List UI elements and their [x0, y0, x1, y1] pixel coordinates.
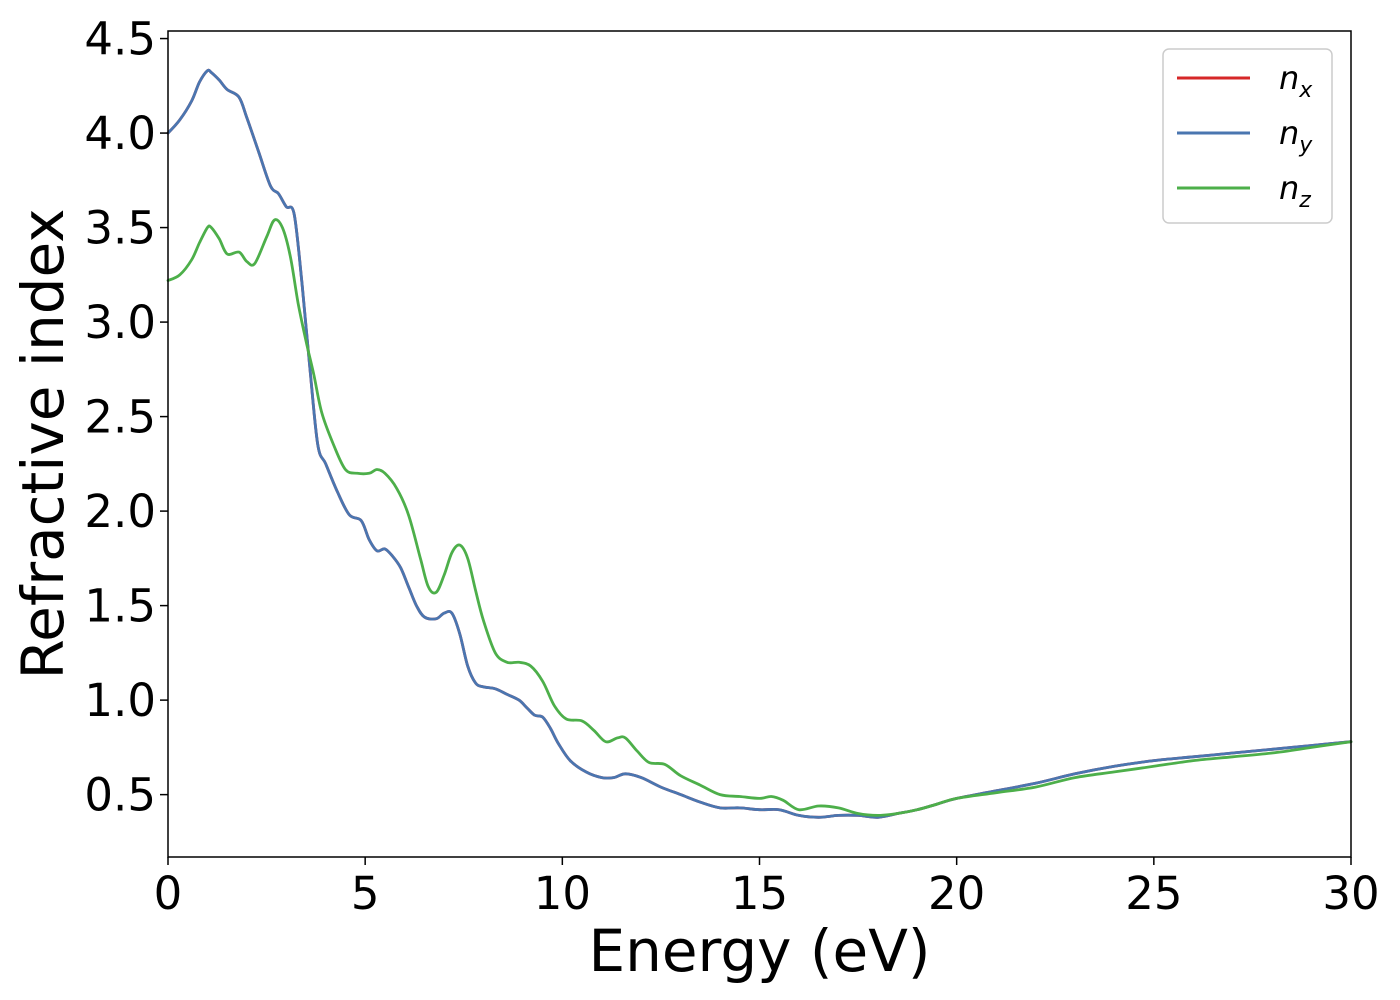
y-tick-label: 3.0	[84, 296, 156, 349]
x-tick-label: 25	[1125, 867, 1182, 920]
legend: nx ny nz	[1162, 48, 1333, 224]
y-tick-label: 4.0	[84, 107, 156, 160]
y-tick-label: 4.5	[84, 13, 156, 66]
y-tick-label: 2.5	[84, 391, 156, 444]
y-tick-label: 0.5	[84, 769, 156, 822]
y-axis-ticks: 0.5 1.0 1.5 2.0 2.5 3.0 3.5 4.0 4.5	[84, 13, 168, 822]
y-tick-label: 1.0	[84, 674, 156, 727]
y-tick-label: 1.5	[84, 580, 156, 633]
series-line-nz	[166, 218, 1353, 817]
x-tick-label: 10	[534, 867, 591, 920]
y-tick-label: 3.5	[84, 202, 156, 255]
x-axis-label: Energy (eV)	[588, 917, 930, 985]
legend-label-nx: nx	[1279, 59, 1313, 103]
x-axis-ticks: 0 5 10 15 20 25 30	[154, 857, 1380, 920]
plot-lines	[166, 68, 1353, 819]
y-axis-label: Refractive index	[9, 208, 77, 679]
x-tick-label: 30	[1322, 867, 1379, 920]
x-tick-label: 20	[928, 867, 985, 920]
legend-box	[1162, 48, 1333, 224]
x-tick-label: 5	[351, 867, 380, 920]
x-tick-label: 15	[731, 867, 788, 920]
x-tick-label: 0	[154, 867, 183, 920]
legend-label-ny: ny	[1279, 114, 1313, 158]
legend-label-nz: nz	[1279, 169, 1311, 213]
y-tick-label: 2.0	[84, 485, 156, 538]
